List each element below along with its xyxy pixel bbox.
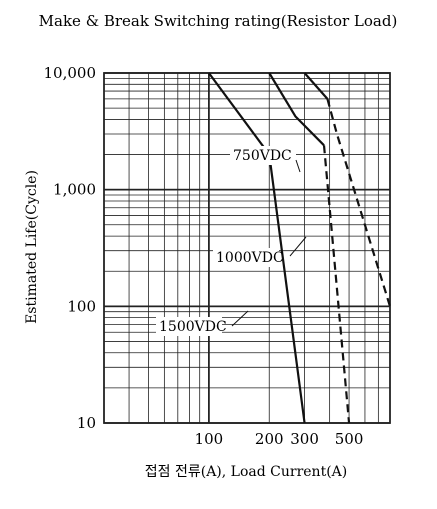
- series-line-1000vdc: [268, 72, 325, 147]
- chart-title: Make & Break Switching rating(Resistor L…: [39, 12, 398, 30]
- x-tick-label: 300: [290, 430, 319, 448]
- x-tick-label: 100: [195, 430, 224, 448]
- y-tick-label: 10,000: [44, 64, 97, 82]
- series-dashed-line-750vdc: [326, 98, 392, 307]
- series-leader-1500vdc: [231, 310, 249, 327]
- x-axis-label: 접점 전류(A), Load Current(A): [145, 464, 347, 480]
- series-leader-1000vdc: [289, 236, 307, 257]
- series-dashed-line-1000vdc: [322, 145, 351, 424]
- y-axis-label: Estimated Life(Cycle): [24, 170, 40, 324]
- series-label-750vdc: 750VDC: [233, 148, 292, 164]
- y-tick-label: 100: [67, 297, 96, 315]
- x-tick-label: 500: [335, 430, 364, 448]
- y-tick-label: 1,000: [53, 181, 96, 199]
- x-tick-label: 200: [255, 430, 284, 448]
- series-label-bg-1500vdc: [156, 317, 222, 336]
- series-label-bg-1000vdc: [213, 248, 279, 267]
- series-label-bg-750vdc: [230, 146, 296, 165]
- series-label-1500vdc: 1500VDC: [159, 319, 227, 335]
- series-labels: 1500VDC 1000VDC 750VDC: [156, 146, 307, 336]
- series-line-750vdc: [303, 72, 329, 100]
- plot-frame: [103, 72, 391, 424]
- tick-labels: 10,000 1,000 100 10 100 200 300 500: [44, 64, 364, 448]
- series-leader-750vdc: [295, 159, 301, 173]
- y-tick-label: 10: [77, 414, 96, 432]
- series-label-1000vdc: 1000VDC: [216, 250, 284, 266]
